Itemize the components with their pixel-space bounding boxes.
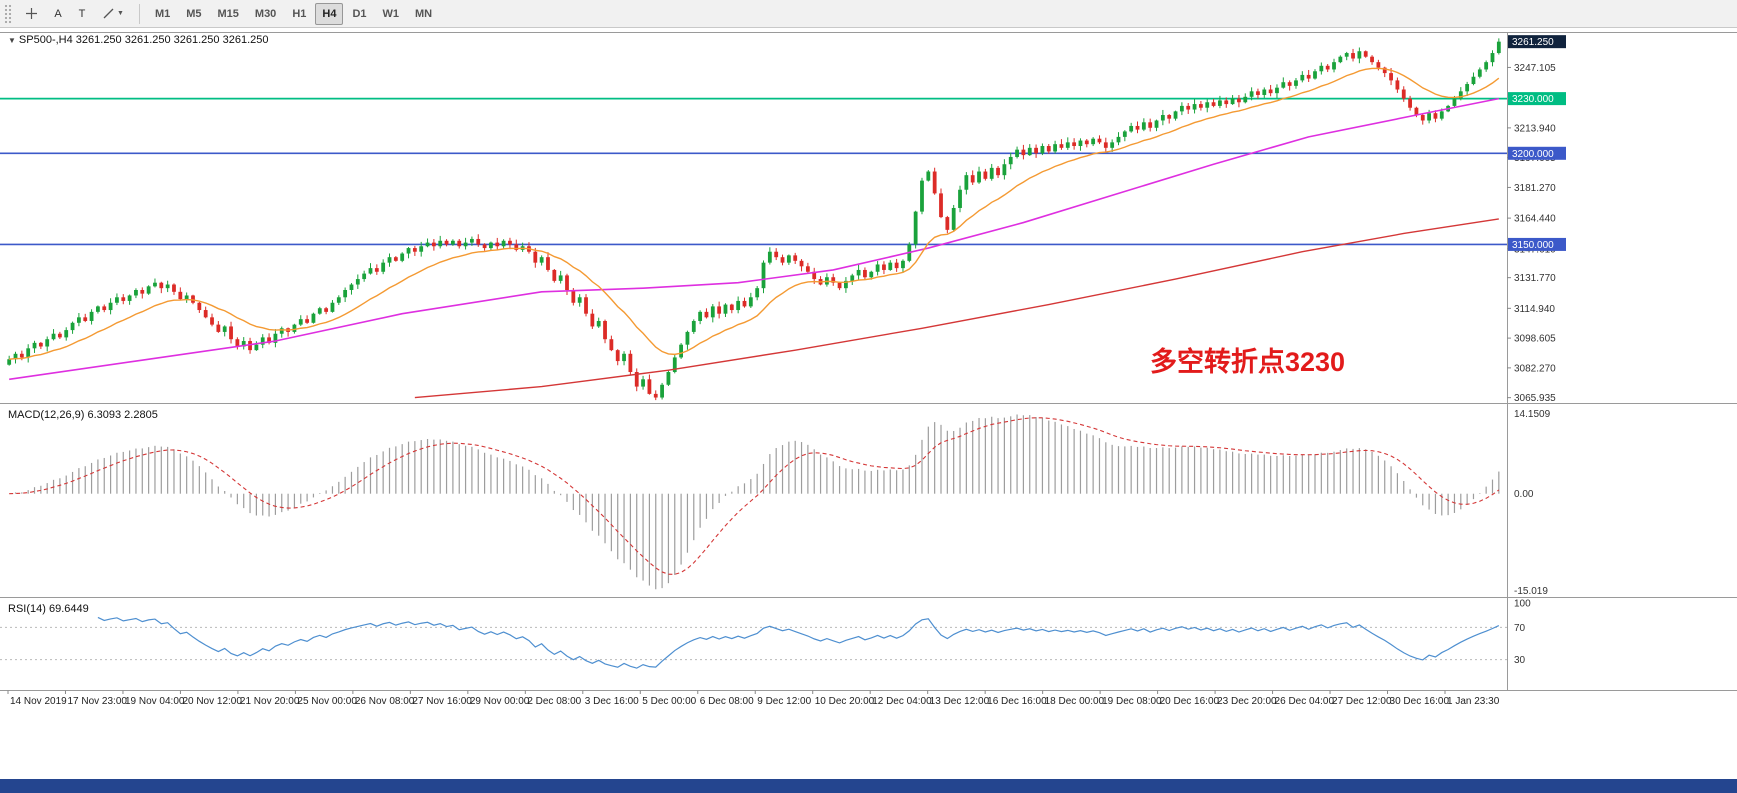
time-axis-label: 21 Nov 20:00: [240, 696, 300, 707]
hline-price-label: 3200.000: [1508, 146, 1566, 160]
price-axis-label: 3247.105: [1514, 63, 1556, 74]
timeframe-h4-button[interactable]: H4: [315, 2, 344, 25]
macd-axis-label: 14.1509: [1514, 409, 1551, 420]
timeframe-m30-button[interactable]: M30: [248, 3, 283, 25]
macd-histogram: [14, 414, 1500, 590]
rsi-line: [97, 616, 1500, 669]
timeframe-d1-button[interactable]: D1: [345, 3, 373, 25]
hline-price-label: 3230.000: [1508, 92, 1566, 106]
time-axis-label: 30 Dec 16:00: [1390, 696, 1450, 707]
price-axis-label: 3213.940: [1514, 123, 1556, 134]
text-label-button[interactable]: A: [47, 3, 69, 25]
timeframe-w1-button[interactable]: W1: [376, 3, 407, 25]
ma-slow-line: [414, 218, 1499, 399]
price-axis-label: 3082.270: [1514, 363, 1556, 374]
trendline-icon: [103, 8, 114, 19]
time-axis-label: 1 Jan 23:30: [1447, 696, 1500, 707]
chart-window: 3247.1053213.9403197.6053181.2703164.440…: [0, 28, 1737, 779]
time-axis-label: 20 Nov 12:00: [182, 696, 242, 707]
svg-text:3261.250: 3261.250: [1512, 37, 1554, 48]
rsi-axis-label: 30: [1514, 655, 1526, 666]
timeframe-m5-button[interactable]: M5: [179, 3, 208, 25]
ma-fast-line: [9, 67, 1500, 360]
time-axis-label: 20 Dec 16:00: [1160, 696, 1220, 707]
bottom-bar: [0, 779, 1737, 793]
price-axis-label: 3181.270: [1514, 183, 1556, 194]
time-axis-label: 26 Dec 04:00: [1275, 696, 1335, 707]
price-axis-label: 3098.605: [1514, 334, 1556, 345]
macd-axis-label: 0.00: [1514, 489, 1534, 500]
price-axis-label: 3131.770: [1514, 273, 1556, 284]
time-axis-label: 27 Nov 16:00: [412, 696, 472, 707]
time-axis-label: 13 Dec 12:00: [930, 696, 990, 707]
price-axis-label: 3164.440: [1514, 214, 1556, 225]
time-axis-label: 27 Dec 12:00: [1332, 696, 1392, 707]
time-axis-label: 19 Nov 04:00: [125, 696, 185, 707]
time-axis-label: 19 Dec 08:00: [1102, 696, 1162, 707]
time-axis-label: 29 Nov 00:00: [470, 696, 530, 707]
timeframe-group: M1 M5 M15 M30 H1 H4 D1 W1 MN: [148, 2, 439, 25]
ma-mid-line: [9, 97, 1499, 381]
macd-signal-line: [9, 417, 1500, 575]
price-axis-label: 3114.940: [1514, 304, 1555, 315]
timeframe-m1-button[interactable]: M1: [148, 3, 177, 25]
time-axis-label: 16 Dec 16:00: [987, 696, 1047, 707]
macd-axis-label: -15.019: [1514, 586, 1548, 597]
toolbar: A T ▼ M1 M5 M15 M30 H1 H4 D1 W1 MN: [0, 0, 1737, 28]
time-axis-label: 14 Nov 2019: [10, 696, 67, 707]
timeframe-mn-button[interactable]: MN: [408, 3, 439, 25]
chevron-down-icon: ▼: [117, 10, 124, 17]
time-axis-label: 23 Dec 20:00: [1217, 696, 1277, 707]
svg-text:3230.000: 3230.000: [1512, 94, 1554, 105]
price-axis-label: 3065.935: [1514, 393, 1556, 404]
time-axis-label: 17 Nov 23:00: [67, 696, 127, 707]
time-axis-label: 12 Dec 04:00: [872, 696, 932, 707]
svg-text:3150.000: 3150.000: [1512, 240, 1554, 251]
time-axis-label: 25 Nov 00:00: [297, 696, 357, 707]
time-axis-label: 2 Dec 08:00: [527, 696, 581, 707]
time-axis-label: 9 Dec 12:00: [757, 696, 811, 707]
price-axis: 3247.1053213.9403197.6053181.2703164.440…: [1507, 63, 1556, 404]
time-axis-label: 6 Dec 08:00: [700, 696, 754, 707]
rsi-axis-label: 70: [1514, 623, 1526, 634]
svg-text:3200.000: 3200.000: [1512, 149, 1554, 160]
hline-price-label: 3150.000: [1508, 237, 1566, 251]
time-axis-label: 18 Dec 00:00: [1045, 696, 1105, 707]
toolbar-separator: [138, 3, 140, 24]
timeframe-h1-button[interactable]: H1: [285, 3, 313, 25]
chart-canvas[interactable]: 3247.1053213.9403197.6053181.2703164.440…: [0, 28, 1737, 779]
text-frame-button[interactable]: T: [71, 3, 93, 25]
time-axis-label: 10 Dec 20:00: [815, 696, 875, 707]
crosshair-glyph: [26, 8, 37, 19]
time-axis-label: 5 Dec 00:00: [642, 696, 696, 707]
rsi-axis-label: 100: [1514, 599, 1531, 610]
timeframe-m15-button[interactable]: M15: [211, 3, 246, 25]
shapes-dropdown-button[interactable]: ▼: [95, 3, 131, 25]
current-price-label: 3261.250: [1508, 35, 1566, 49]
time-axis-label: 3 Dec 16:00: [585, 696, 639, 707]
time-axis-label: 26 Nov 08:00: [355, 696, 415, 707]
toolbar-grip-icon[interactable]: [4, 3, 12, 24]
crosshair-icon[interactable]: [18, 3, 45, 25]
candlestick-series: [7, 38, 1501, 401]
